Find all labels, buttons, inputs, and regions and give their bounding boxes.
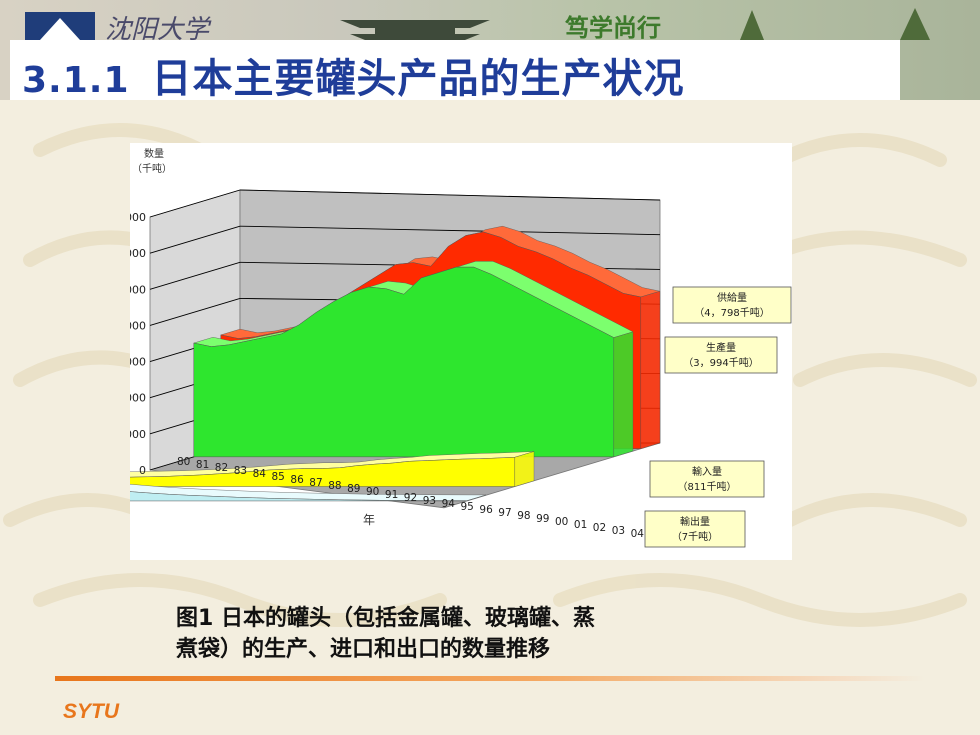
title-bar: [10, 40, 900, 100]
y-tick-label: 1,000: [130, 428, 146, 441]
x-tick-label: 81: [196, 459, 209, 471]
x-tick-label: 84: [253, 468, 267, 480]
gridline-side: [149, 225, 241, 254]
y-tick-label: 3,000: [130, 356, 146, 369]
series-area-imports-end: [514, 451, 535, 487]
series-area-production: [193, 266, 615, 458]
legend-series-value: （3，994千吨）: [683, 356, 758, 369]
gridline: [239, 225, 661, 236]
x-tick-label: 01: [574, 519, 587, 531]
legend-exports: 輸出量 （7千吨）: [644, 510, 746, 548]
legend-series-value: （4，798千吨）: [694, 306, 769, 319]
legend-supply: 供給量 （4，798千吨）: [672, 286, 792, 324]
x-tick-label: 99: [536, 513, 549, 525]
x-tick-label: 88: [328, 480, 341, 492]
caption-prefix: 图1: [176, 606, 214, 631]
x-tick-label: 95: [461, 501, 474, 513]
y-tick-label: 2,000: [130, 392, 146, 405]
y-axis-label-line2: （千吨）: [132, 162, 172, 175]
legend-series-value: （7千吨）: [672, 530, 718, 543]
x-tick-label: 90: [366, 486, 379, 498]
x-tick-label: 92: [404, 492, 417, 504]
x-tick-label: 94: [442, 498, 456, 510]
x-tick-label: 04: [631, 528, 645, 540]
x-tick-label: 02: [593, 522, 606, 534]
caption-line-2: 煮袋）的生产、进口和出口的数量推移: [176, 637, 551, 662]
y-tick-label: 5,000: [130, 283, 146, 296]
gridline-side: [149, 297, 241, 326]
caption-line-1: 图1 日本的罐头（包括金属罐、玻璃罐、蒸: [176, 603, 736, 634]
y-tick-label: 7,000: [130, 211, 146, 224]
series-area-supply-end: [640, 290, 661, 450]
x-axis-label: 年: [363, 513, 375, 527]
x-tick-label: 80: [177, 456, 190, 468]
x-tick-label: 98: [517, 510, 530, 522]
chart-panel: 0 1,000 2,000 3,000 4,000 5,000 6,000 7,000 80 8…: [130, 143, 792, 560]
x-tick-label: 85: [272, 471, 285, 483]
y-axis-label-line1: 数量: [144, 147, 164, 160]
title-text: 日本主要罐头产品的生产状况: [151, 56, 685, 102]
footer-divider: [55, 676, 925, 681]
y-tick-label: 6,000: [130, 247, 146, 260]
motto-text: 笃学尚行: [564, 14, 661, 42]
footer-brand: SYTU: [63, 700, 120, 723]
x-tick-label: 03: [612, 525, 625, 537]
x-tick-label: 97: [498, 507, 511, 519]
tree-icon: [740, 8, 930, 40]
x-tick-label: 89: [347, 483, 360, 495]
series-area-exports-end: [466, 494, 487, 502]
x-tick-label: 83: [234, 465, 247, 477]
legend-box: [644, 510, 746, 548]
x-tick-label: 86: [290, 474, 304, 486]
legend-box: [672, 286, 792, 324]
legend-series-value: （811千吨）: [677, 480, 736, 493]
y-tick-label: 0: [139, 464, 146, 477]
y-tick-label: 4,000: [130, 319, 146, 332]
pagoda-roof-icon: [340, 20, 490, 40]
legend-series-name: 輸出量: [680, 515, 710, 528]
legend-imports: 輸入量 （811千吨）: [649, 460, 765, 498]
caption-text-1: 日本的罐头（包括金属罐、玻璃罐、蒸: [213, 606, 595, 631]
series-area-imports: [130, 456, 516, 487]
title-number: 3.1.1: [22, 60, 130, 101]
legend-series-name: 生產量: [706, 341, 736, 354]
x-tick-label: 96: [479, 504, 493, 516]
legend-series-name: 供給量: [717, 291, 747, 304]
series-area-production-end: [613, 331, 634, 458]
x-tick-label: 87: [309, 477, 322, 489]
legend-production: 生產量 （3，994千吨）: [664, 336, 778, 374]
slide-title: 3.1.1 日本主要罐头产品的生产状况: [22, 46, 685, 104]
series-area-exports: [130, 491, 468, 502]
figure-caption: 图1 日本的罐头（包括金属罐、玻璃罐、蒸 煮袋）的生产、进口和出口的数量推移: [176, 603, 736, 665]
x-tick-label: 00: [555, 516, 568, 528]
gridline: [239, 189, 661, 201]
x-tick-label: 93: [423, 495, 436, 507]
gridline-side: [149, 189, 241, 218]
area-chart: 0 1,000 2,000 3,000 4,000 5,000 6,000 7,000 80 8…: [130, 147, 792, 548]
legend-box: [664, 336, 778, 374]
x-tick-label: 91: [385, 489, 398, 501]
gridline-side: [149, 261, 241, 290]
x-tick-label: 82: [215, 462, 228, 474]
legend-series-name: 輸入量: [692, 465, 722, 478]
legend-box: [649, 460, 765, 498]
